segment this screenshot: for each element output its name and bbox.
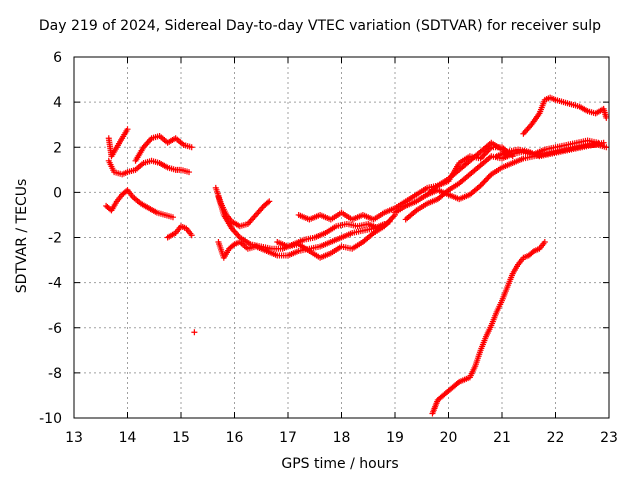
chart-title: Day 219 of 2024, Sidereal Day-to-day VTE… — [38, 18, 602, 34]
data-point — [230, 242, 237, 249]
y-tick-label: -2 — [48, 231, 62, 247]
x-tick-label: 22 — [547, 430, 565, 446]
y-tick-label: -4 — [48, 276, 62, 292]
x-tick-label: 23 — [600, 430, 618, 446]
y-tick-label: -8 — [48, 366, 62, 382]
x-tick-label: 20 — [440, 430, 458, 446]
data-point — [600, 139, 607, 146]
data-point — [169, 214, 176, 221]
x-axis-ticks: 13 14 15 16 17 18 19 20 21 22 23 — [65, 57, 618, 446]
data-points — [103, 94, 610, 417]
data-point — [188, 144, 195, 151]
data-point — [603, 114, 610, 121]
x-tick-label: 14 — [119, 430, 137, 446]
data-point — [186, 169, 193, 176]
x-tick-label: 19 — [386, 430, 404, 446]
x-tick-label: 15 — [172, 430, 190, 446]
y-tick-label: 0 — [53, 185, 62, 201]
data-point — [603, 144, 610, 151]
x-tick-label: 13 — [65, 430, 83, 446]
x-axis-label: GPS time / hours — [281, 456, 399, 472]
plot-frame — [73, 56, 610, 419]
y-axis-ticks: 6 4 2 0 -2 -4 -6 -8 -10 — [39, 50, 609, 427]
data-point — [191, 329, 198, 336]
x-tick-label: 21 — [493, 430, 511, 446]
x-tick-label: 18 — [333, 430, 351, 446]
data-point — [266, 198, 273, 205]
y-tick-label: 6 — [53, 50, 62, 66]
data-point — [454, 380, 461, 387]
y-tick-label: -10 — [39, 411, 62, 427]
y-tick-label: 2 — [53, 140, 62, 156]
data-point — [124, 126, 131, 133]
x-tick-label: 16 — [226, 430, 244, 446]
data-point — [264, 199, 271, 206]
x-tick-label: 17 — [279, 430, 297, 446]
y-tick-label: -6 — [48, 321, 62, 337]
y-tick-label: 4 — [53, 95, 62, 111]
data-point — [188, 232, 195, 239]
data-point — [529, 249, 536, 256]
data-point — [541, 239, 548, 246]
